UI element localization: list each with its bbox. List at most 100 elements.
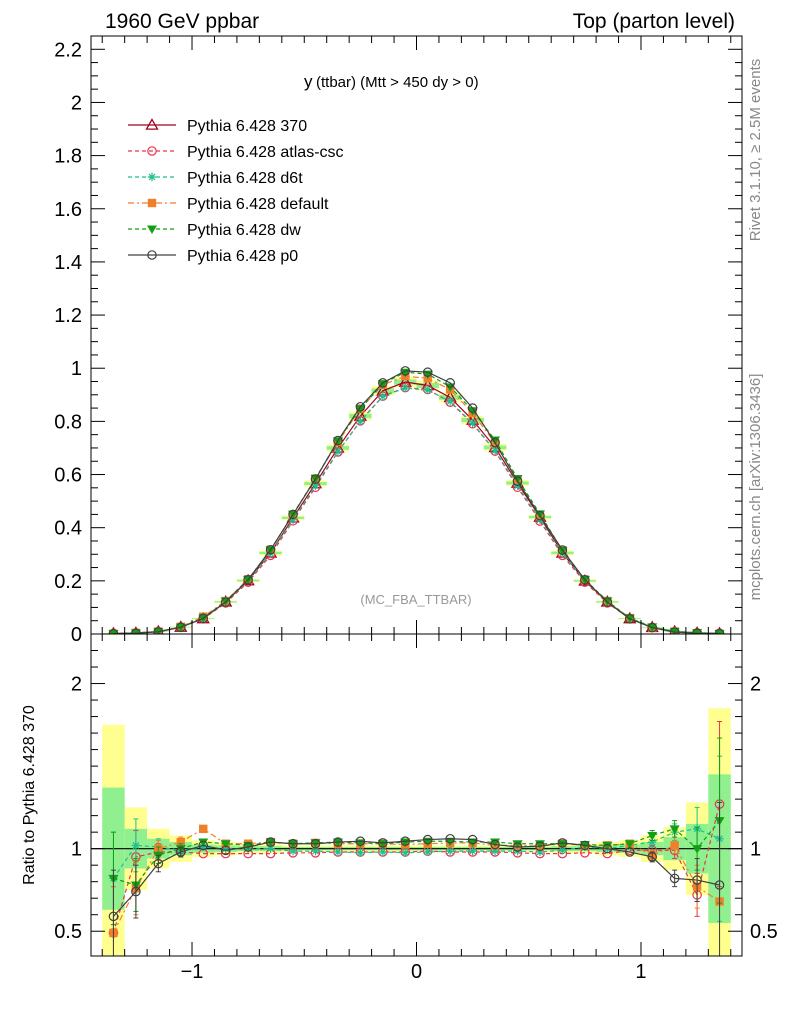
point-d6t: [401, 383, 410, 393]
ratio-point-d6t: [490, 846, 500, 856]
main-y-tick-label: 1: [71, 358, 82, 380]
ratio-x-tick-label: −1: [181, 961, 204, 983]
ratio-point-p0: [490, 839, 500, 850]
ratio-y-axis: 0.5 0.5 1 1 2 2: [54, 650, 778, 943]
ratio-point-p0: [131, 886, 141, 897]
legend-label-p0: Pythia 6.428 p0: [187, 248, 298, 265]
ratio-point-p0: [153, 858, 164, 869]
ratio-point-d6t: [266, 844, 275, 853]
point-d6t: [356, 417, 365, 426]
ratio-point-d6t: [131, 841, 141, 850]
ratio-point-p0: [445, 833, 455, 844]
ratio-plot-area: 0.5 0.5 1 1 2 2 −1 0 1 Ratio to Pythia 6.428 37…: [21, 633, 778, 983]
ratio-point-dw: [265, 838, 276, 848]
ratio-point-d6t: [468, 846, 477, 856]
ratio-point-p0: [557, 838, 568, 848]
ratio-point-dw: [445, 837, 456, 847]
main-y-tick-label: 1.4: [54, 252, 82, 274]
main-y-tick-label: 0.4: [54, 518, 82, 540]
ratio-point-d6t: [558, 846, 567, 855]
point-p0: [288, 509, 298, 520]
legend: Pythia 6.428 370 Pythia 6.428 atlas-csc Py…: [128, 118, 344, 265]
ratio-point-p0: [355, 836, 366, 847]
ratio-series-p0: [108, 801, 725, 956]
ratio-point-d6t: [535, 847, 545, 857]
rivet-version-label: Rivet 3.1.10, ≥ 2.5M events: [747, 59, 764, 242]
ratio-y-label: Ratio to Pythia 6.428 370: [21, 705, 38, 885]
point-d6t: [423, 385, 432, 395]
main-y-tick-label: 0.8: [54, 411, 82, 433]
point-p0: [175, 622, 186, 633]
series-p0: [108, 366, 725, 634]
analysis-watermark: (MC_FBA_TTBAR): [360, 592, 471, 607]
ratio-plot-frame: [90, 633, 743, 957]
main-y-tick-label: 2: [71, 92, 82, 114]
main-plot-area: y (ttbar) (Mtt > 450 dy > 0) (MC_FBA_TTB…: [54, 35, 743, 646]
point-p0: [602, 597, 613, 607]
ratio-point-p0: [378, 838, 388, 848]
point-p0: [467, 403, 478, 413]
point-p0: [198, 613, 209, 624]
legend-item-default: Pythia 6.428 default: [128, 196, 329, 213]
point-p0: [243, 574, 253, 585]
ratio-point-p0: [310, 838, 321, 849]
point-p0: [153, 627, 164, 634]
ratio-point-p0: [422, 834, 433, 845]
legend-marker-default: [147, 198, 157, 208]
legend-label-atlas-csc: Pythia 6.428 atlas-csc: [187, 144, 344, 161]
point-p0: [647, 622, 658, 633]
legend-marker-dw: [147, 225, 157, 234]
ratio-point-p0: [108, 911, 119, 922]
main-y-tick-label: 0.2: [54, 571, 82, 593]
ratio-point-p0: [243, 842, 253, 852]
ratio-point-default: [199, 824, 208, 834]
main-y-tick-label: 1.6: [54, 199, 82, 221]
ratio-point-p0: [198, 840, 209, 851]
ratio-point-p0: [692, 875, 702, 885]
ratio-point-dw: [557, 840, 568, 849]
point-dw: [108, 629, 119, 634]
header-right: Top (parton level): [573, 10, 735, 33]
point-p0: [512, 476, 523, 486]
ratio-point-d6t: [378, 847, 388, 857]
ratio-y-tick-label-right: 1: [750, 839, 761, 861]
series-line-p0: [113, 370, 720, 634]
ratio-point-d6t: [311, 846, 320, 856]
ratio-x-axis: −1 0 1: [101, 634, 732, 983]
point-dw: [377, 380, 388, 389]
ratio-point-p0: [265, 837, 276, 847]
main-y-tick-label: 2.2: [54, 39, 82, 61]
point-p0: [355, 401, 366, 412]
point-dw: [355, 405, 366, 414]
point-p0: [490, 437, 500, 448]
ratio-point-p0: [467, 834, 478, 845]
ratio-y-tick-label: 2: [71, 674, 82, 696]
point-p0: [624, 614, 635, 624]
ratio-point-dw: [332, 838, 343, 848]
plot-title-rest: (ttbar) (Mtt > 450 dy > 0): [316, 74, 479, 91]
legend-marker-p0: [147, 250, 157, 260]
legend-marker-d6t: [147, 172, 157, 182]
ratio-point-p0: [624, 847, 635, 857]
legend-item-dw: Pythia 6.428 dw: [128, 222, 301, 239]
point-dw: [669, 627, 680, 634]
main-y-tick-label: 1.2: [54, 305, 82, 327]
point-p0: [669, 627, 680, 634]
point-p0: [378, 378, 388, 388]
ratio-point-default: [176, 837, 185, 847]
main-y-tick-label: 1.8: [54, 146, 82, 168]
ratio-point-dw: [692, 845, 703, 854]
main-x-ticks: [101, 36, 732, 634]
ratio-point-dw: [602, 841, 613, 851]
ratio-point-dw: [198, 838, 209, 848]
ratio-point-p0: [400, 836, 411, 847]
ratio-line-atlas-csc: [112, 803, 721, 934]
ratio-y-tick-label: 1: [71, 839, 82, 861]
point-p0: [131, 628, 141, 634]
ratio-point-d6t: [356, 848, 365, 857]
ratio-point-dw: [220, 840, 231, 849]
point-p0: [445, 378, 455, 388]
ratio-point-d6t: [288, 846, 298, 856]
ratio-point-d6t: [648, 837, 657, 847]
